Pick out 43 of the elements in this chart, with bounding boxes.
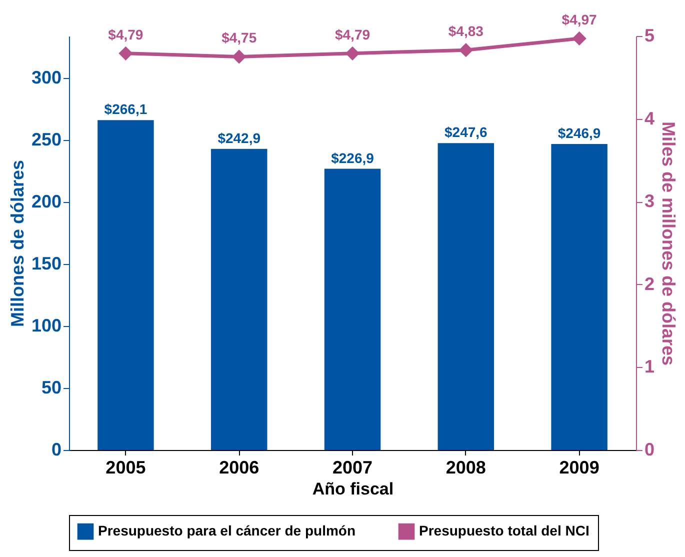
- y-tick-label: 0: [51, 440, 62, 460]
- data-label: $4,75: [222, 30, 257, 46]
- data-label: $247,6: [444, 124, 488, 140]
- x-tick-label: 2009: [559, 458, 600, 478]
- data-label: $4,83: [448, 23, 484, 40]
- data-label: $226,9: [331, 150, 374, 166]
- data-label: $4,79: [108, 26, 144, 42]
- y2-tick-label: 1: [644, 356, 655, 377]
- data-label: $4,79: [334, 26, 370, 42]
- y-tick-label: 300: [31, 68, 62, 88]
- y-tick-label: 100: [31, 316, 62, 336]
- x-tick-label: 2007: [332, 458, 373, 478]
- bar: [210, 148, 268, 450]
- data-label: $246,9: [558, 124, 601, 141]
- y2-tick-label: 5: [644, 26, 655, 46]
- bar: [438, 143, 494, 450]
- y-tick-label: 150: [31, 254, 62, 274]
- legend-label: Presupuesto para el cáncer de pulmón: [98, 522, 356, 539]
- legend-label: Presupuesto total del NCI: [419, 522, 590, 539]
- y-axis-title: Millones de dólares: [7, 160, 28, 328]
- data-label: $4,97: [562, 11, 598, 28]
- point: [345, 46, 360, 60]
- data-label: $242,9: [218, 130, 261, 146]
- y2-tick-label: 0: [644, 440, 655, 460]
- point: [572, 31, 586, 46]
- bar: [98, 120, 154, 450]
- y2-tick-label: 3: [644, 191, 655, 212]
- x-axis-title: Año fiscal: [312, 480, 394, 498]
- point: [458, 43, 473, 58]
- y2-axis-title: Miles de millones de dólares: [658, 121, 679, 366]
- data-label: $266,1: [104, 101, 148, 118]
- bar: [324, 168, 381, 450]
- y-tick-label: 250: [31, 130, 62, 150]
- y-tick-label: 200: [31, 192, 62, 212]
- y2-tick-label: 4: [644, 108, 655, 128]
- x-tick-label: 2005: [106, 458, 146, 478]
- y-tick-label: 50: [41, 378, 62, 398]
- y2-tick-label: 2: [644, 274, 655, 294]
- point: [232, 50, 246, 64]
- x-tick-label: 2006: [219, 458, 260, 478]
- bar: [551, 144, 608, 450]
- point: [118, 46, 133, 60]
- x-tick-label: 2008: [446, 458, 486, 478]
